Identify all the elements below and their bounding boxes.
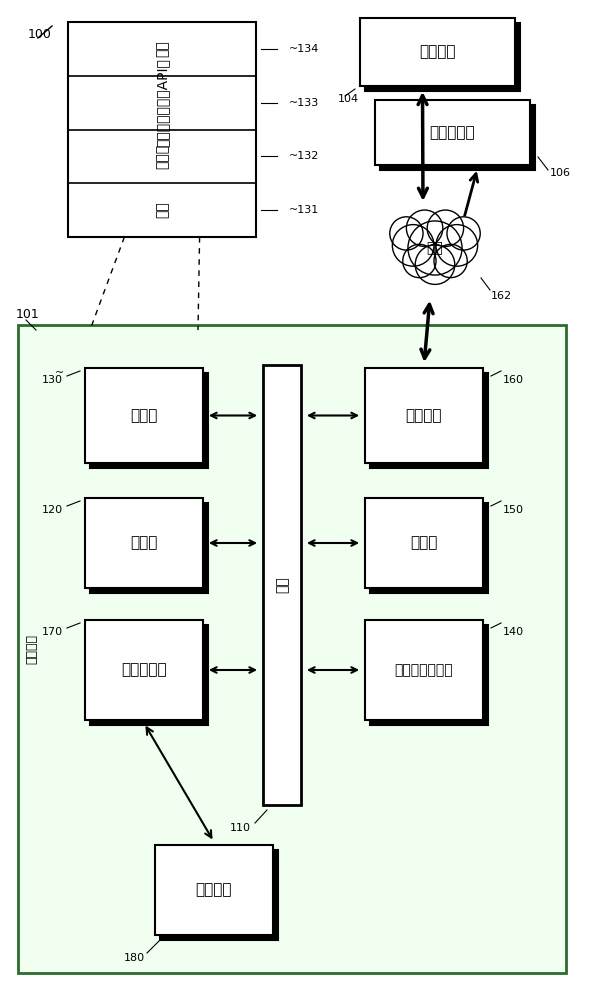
Text: 保健服务器: 保健服务器 bbox=[430, 125, 476, 140]
Text: 电子设备: 电子设备 bbox=[25, 634, 38, 664]
Text: 140: 140 bbox=[503, 627, 524, 637]
Text: ~131: ~131 bbox=[289, 205, 319, 215]
Text: 应用: 应用 bbox=[155, 40, 169, 57]
Text: 中间件: 中间件 bbox=[155, 144, 169, 169]
Bar bbox=[18, 325, 566, 973]
Text: ~133: ~133 bbox=[289, 98, 319, 108]
Text: 总线: 总线 bbox=[275, 577, 289, 593]
Text: 处理器: 处理器 bbox=[130, 536, 158, 550]
Bar bbox=[155, 845, 273, 935]
Text: 106: 106 bbox=[550, 168, 571, 178]
Text: 160: 160 bbox=[503, 375, 524, 385]
Bar bbox=[365, 620, 483, 720]
Text: 170: 170 bbox=[42, 627, 63, 637]
Bar bbox=[365, 368, 483, 463]
Bar bbox=[68, 22, 256, 237]
Text: 100: 100 bbox=[28, 28, 52, 41]
Circle shape bbox=[390, 217, 423, 250]
Text: 显示器: 显示器 bbox=[410, 536, 438, 550]
Text: ~134: ~134 bbox=[289, 44, 319, 54]
Bar bbox=[85, 368, 203, 463]
Bar bbox=[90, 373, 208, 468]
Circle shape bbox=[434, 244, 467, 278]
Bar bbox=[370, 373, 488, 468]
Circle shape bbox=[427, 210, 464, 246]
Text: 应用编程接口（API）: 应用编程接口（API） bbox=[155, 58, 169, 147]
Bar bbox=[360, 18, 515, 86]
Text: 相机模块: 相机模块 bbox=[196, 882, 232, 898]
Text: 104: 104 bbox=[338, 94, 359, 104]
Text: 内核: 内核 bbox=[155, 202, 169, 219]
Bar bbox=[370, 625, 488, 725]
Text: 通信接口: 通信接口 bbox=[406, 408, 442, 423]
Bar bbox=[380, 105, 535, 170]
Bar bbox=[85, 498, 203, 588]
Bar bbox=[370, 503, 488, 593]
Text: 传感器模块: 传感器模块 bbox=[121, 662, 167, 678]
Text: 120: 120 bbox=[42, 505, 63, 515]
Bar bbox=[365, 498, 483, 588]
Circle shape bbox=[415, 245, 455, 284]
Text: 150: 150 bbox=[503, 505, 524, 515]
Text: ~: ~ bbox=[55, 368, 64, 378]
Bar bbox=[160, 850, 278, 940]
Circle shape bbox=[436, 225, 478, 266]
Text: 电子设备: 电子设备 bbox=[419, 44, 455, 60]
Text: 输入／输出接口: 输入／输出接口 bbox=[395, 663, 453, 677]
Bar bbox=[375, 100, 530, 165]
Bar bbox=[365, 23, 520, 91]
Text: ~132: ~132 bbox=[289, 151, 319, 161]
Circle shape bbox=[407, 210, 443, 246]
Text: 130: 130 bbox=[42, 375, 63, 385]
Bar bbox=[90, 625, 208, 725]
Circle shape bbox=[408, 221, 462, 275]
Text: 网络: 网络 bbox=[427, 241, 443, 255]
Bar bbox=[263, 365, 301, 805]
Text: 存储器: 存储器 bbox=[130, 408, 158, 423]
Text: 101: 101 bbox=[16, 308, 40, 322]
Bar bbox=[90, 503, 208, 593]
Circle shape bbox=[403, 244, 436, 278]
Text: 110: 110 bbox=[230, 823, 251, 833]
Text: 180: 180 bbox=[124, 953, 145, 963]
Circle shape bbox=[392, 225, 434, 266]
Circle shape bbox=[447, 217, 480, 250]
Text: 162: 162 bbox=[491, 291, 512, 301]
Bar bbox=[85, 620, 203, 720]
